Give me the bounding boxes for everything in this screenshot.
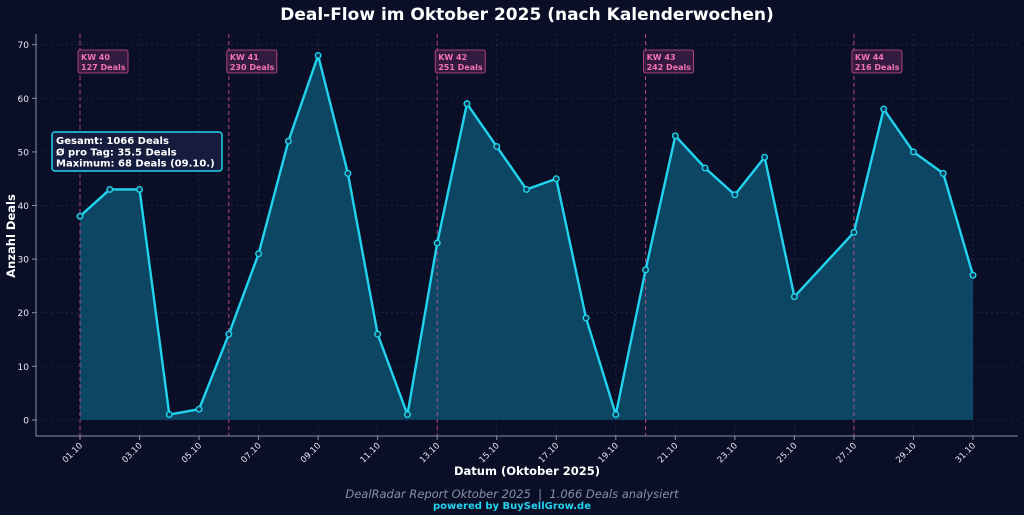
data-point [969, 271, 977, 279]
data-point [374, 330, 382, 338]
x-axis-label: Datum (Oktober 2025) [454, 464, 600, 478]
data-point [880, 105, 888, 113]
data-point [701, 164, 709, 172]
y-tick-label: 50 [18, 148, 30, 158]
y-tick-label: 0 [23, 416, 29, 426]
data-point [582, 314, 590, 322]
x-tick-label: 21.10 [656, 441, 680, 465]
x-tick-label: 11.10 [359, 441, 383, 465]
stats-line: Maximum: 68 Deals (09.10.) [56, 159, 215, 170]
data-point [850, 228, 858, 236]
data-point [642, 266, 650, 274]
x-tick-label: 17.10 [537, 441, 561, 465]
data-point [136, 185, 144, 193]
points [76, 51, 977, 419]
chart-title: Deal-Flow im Oktober 2025 (nach Kalender… [280, 5, 774, 25]
week-label: KW 41 [230, 53, 259, 62]
footer-powered: powered by BuySellGrow.de [433, 501, 591, 512]
data-point [195, 405, 203, 413]
x-tick-label: 31.10 [954, 441, 978, 465]
week-label-box [77, 49, 129, 74]
y-tick-label: 60 [18, 95, 30, 105]
week-deals-label: 216 Deals [855, 63, 900, 72]
line-layer [79, 54, 975, 416]
data-point [552, 175, 560, 183]
data-point [909, 148, 917, 156]
data-point [761, 153, 769, 161]
week-label-box [643, 49, 694, 74]
x-tick-label: 05.10 [180, 441, 204, 465]
week-label: KW 44 [855, 53, 884, 62]
data-point [939, 169, 947, 177]
area-layer [80, 55, 973, 420]
week-deals-label: 127 Deals [81, 63, 126, 72]
x-tick-label: 09.10 [299, 441, 323, 465]
data-point [165, 411, 173, 419]
y-tick-label: 70 [18, 41, 30, 51]
data-point [76, 212, 84, 220]
week-label: KW 40 [81, 53, 110, 62]
week-label-box [851, 49, 903, 74]
x-tick-label: 29.10 [894, 441, 918, 465]
week-deals-label: 251 Deals [438, 63, 483, 72]
data-point [463, 100, 471, 108]
x-tick-label: 03.10 [120, 441, 144, 465]
data-point [671, 132, 679, 140]
week-label-box [226, 49, 278, 74]
x-tick-label: 19.10 [597, 441, 621, 465]
data-point [225, 330, 233, 338]
data-point [523, 185, 531, 193]
data-point [433, 239, 441, 247]
area-fill [80, 55, 973, 420]
y-tick-label: 20 [18, 309, 30, 319]
stats-line: Ø pro Tag: 35.5 Deals [56, 146, 177, 158]
data-point [731, 191, 739, 199]
x-tick-label: 27.10 [835, 441, 859, 465]
week-deals-label: 242 Deals [647, 63, 692, 72]
y-axis-label: Anzahl Deals [4, 194, 18, 278]
data-point [790, 293, 798, 301]
x-tick-label: 13.10 [418, 441, 442, 465]
week-label: KW 43 [647, 53, 676, 62]
x-tick-label: 07.10 [239, 441, 263, 465]
data-point [612, 411, 620, 419]
x-tick-label: 15.10 [478, 441, 502, 465]
y-tick-label: 40 [18, 202, 30, 212]
x-tick-label: 23.10 [716, 441, 740, 465]
data-point [493, 143, 501, 151]
x-tick-label: 01.10 [61, 441, 85, 465]
x-tick-label: 25.10 [775, 441, 799, 465]
stats-box-frame [51, 131, 223, 172]
y-tick-label: 10 [18, 363, 30, 373]
data-point [106, 185, 114, 193]
week-label: KW 42 [438, 53, 467, 62]
week-deals-label: 230 Deals [230, 63, 275, 72]
footer-report: DealRadar Report Oktober 2025 | 1.066 De… [345, 487, 679, 501]
y-tick-label: 30 [18, 256, 30, 266]
week-label-box [434, 49, 486, 74]
stats-line: Gesamt: 1066 Deals [56, 136, 169, 147]
data-point [284, 137, 292, 145]
data-point [255, 250, 263, 258]
data-point [344, 169, 352, 177]
data-point [403, 411, 411, 419]
series-line [79, 54, 975, 416]
data-point [314, 51, 322, 59]
